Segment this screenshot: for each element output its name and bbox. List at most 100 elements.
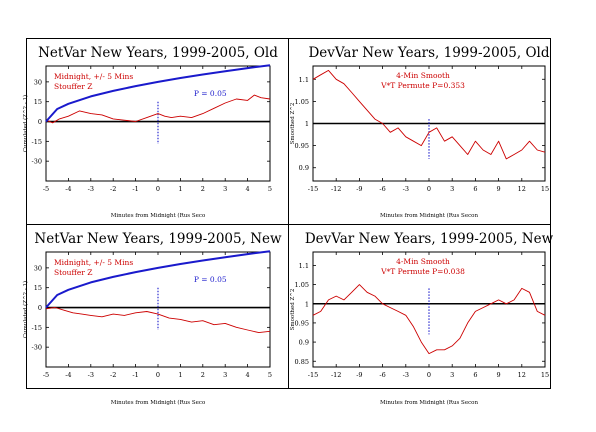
x-tick-label: -3 bbox=[88, 185, 94, 193]
x-tick-label: 2 bbox=[201, 371, 205, 379]
x-tick-label: -1 bbox=[132, 371, 138, 379]
x-tick-label: -4 bbox=[65, 371, 71, 379]
x-tick-label: 6 bbox=[473, 185, 477, 193]
x-tick-label: -3 bbox=[403, 185, 409, 193]
y-tick-label: 1 bbox=[305, 120, 309, 128]
y-tick-label: 30 bbox=[34, 264, 42, 272]
y-tick-label: 0.95 bbox=[295, 142, 309, 150]
x-axis-label: Minutes from Midnight (Rus Secon bbox=[380, 399, 478, 406]
annotation-label: 4-Min Smooth bbox=[396, 257, 450, 266]
y-tick-label: -15 bbox=[32, 324, 42, 332]
y-tick-label: 30 bbox=[34, 78, 42, 86]
y-axis-label: Smoothed Z^2 bbox=[289, 289, 296, 331]
annotation-label: Midnight, +/- 5 Mins bbox=[54, 72, 133, 81]
chart-panel-1: NetVar New Years, 1999-2005, Old -5 -4 -3 -2… bbox=[22, 45, 278, 219]
x-tick-label: -2 bbox=[110, 371, 116, 379]
y-tick-label: -15 bbox=[32, 138, 42, 146]
x-tick-label: 0 bbox=[427, 185, 431, 193]
significance-curve bbox=[45, 64, 271, 123]
data-series-line bbox=[312, 69, 546, 160]
x-tick-label: 4 bbox=[246, 185, 250, 193]
chart-title: NetVar New Years, 1999-2005, Old bbox=[38, 45, 278, 61]
x-tick-label: -12 bbox=[331, 371, 341, 379]
annotation-label: Stouffer Z bbox=[54, 82, 92, 91]
annotation-label: Midnight, +/- 5 Mins bbox=[54, 258, 133, 267]
x-tick-label: -6 bbox=[379, 371, 385, 379]
x-tick-label: 0 bbox=[427, 371, 431, 379]
x-tick-label: -15 bbox=[308, 185, 318, 193]
annotation-label: V*T Permute P=0.038 bbox=[380, 267, 465, 276]
y-tick-label: 15 bbox=[34, 98, 42, 106]
x-tick-label: 9 bbox=[497, 371, 501, 379]
x-tick-label: -3 bbox=[403, 371, 409, 379]
x-tick-label: 0 bbox=[156, 371, 160, 379]
x-tick-label: -9 bbox=[356, 185, 362, 193]
data-series-line bbox=[45, 94, 271, 124]
x-tick-label: 2 bbox=[201, 185, 205, 193]
p-value-label: P = 0.05 bbox=[194, 275, 227, 284]
x-axis-label: Minutes from Midnight (Rus Seco bbox=[111, 212, 206, 219]
x-tick-label: 3 bbox=[223, 371, 227, 379]
y-tick-label: 1.1 bbox=[299, 76, 309, 84]
y-tick-label: -30 bbox=[32, 158, 42, 166]
x-tick-label: 9 bbox=[497, 185, 501, 193]
y-tick-label: 0.85 bbox=[295, 358, 309, 366]
y-tick-label: 1.05 bbox=[295, 281, 309, 289]
chart-panel-4: DevVar New Years, 1999-2005, New -15 -12 -9… bbox=[289, 231, 554, 406]
chart-title: DevVar New Years, 1999-2005, New bbox=[305, 231, 554, 247]
x-tick-label: -5 bbox=[43, 371, 49, 379]
x-tick-label: 3 bbox=[223, 185, 227, 193]
x-tick-label: 12 bbox=[518, 371, 526, 379]
y-axis-label: Smoothed Z^2 bbox=[289, 103, 296, 145]
x-tick-label: -12 bbox=[331, 185, 341, 193]
x-tick-label: -9 bbox=[356, 371, 362, 379]
y-tick-label: 0 bbox=[38, 118, 42, 126]
chart-title: NetVar New Years, 1999-2005, New bbox=[34, 231, 282, 247]
x-tick-label: 5 bbox=[268, 371, 272, 379]
x-tick-label: 12 bbox=[518, 185, 526, 193]
x-tick-label: -1 bbox=[132, 185, 138, 193]
x-tick-label: -15 bbox=[308, 371, 318, 379]
x-tick-label: 6 bbox=[473, 371, 477, 379]
x-tick-label: -2 bbox=[110, 185, 116, 193]
y-tick-label: 0.9 bbox=[299, 339, 309, 347]
data-series-line bbox=[45, 307, 271, 334]
y-tick-label: 0.95 bbox=[295, 319, 309, 327]
y-axis-label: Cumulated (Z^2 - 1) bbox=[22, 95, 29, 152]
significance-curve bbox=[45, 250, 271, 309]
x-tick-label: 1 bbox=[178, 371, 182, 379]
x-tick-label: 3 bbox=[450, 371, 454, 379]
x-tick-label: 15 bbox=[541, 185, 549, 193]
y-axis-label: Cumulated (Z^2 - 1) bbox=[22, 281, 29, 338]
x-tick-label: -4 bbox=[65, 185, 71, 193]
y-tick-label: 1.05 bbox=[295, 98, 309, 106]
x-tick-label: 5 bbox=[268, 185, 272, 193]
x-tick-label: 1 bbox=[178, 185, 182, 193]
y-tick-label: 0 bbox=[38, 304, 42, 312]
x-tick-label: 15 bbox=[541, 371, 549, 379]
chart-panel-3: NetVar New Years, 1999-2005, New -5 -4 -3 -2… bbox=[22, 231, 282, 406]
y-tick-label: 0.9 bbox=[299, 164, 309, 172]
x-axis-label: Minutes from Midnight (Rus Secon bbox=[380, 212, 478, 219]
y-tick-label: 1.1 bbox=[299, 262, 309, 270]
x-tick-label: 0 bbox=[156, 185, 160, 193]
x-tick-label: 3 bbox=[450, 185, 454, 193]
data-series-line bbox=[312, 284, 546, 355]
p-value-label: P = 0.05 bbox=[194, 89, 227, 98]
y-tick-label: -30 bbox=[32, 344, 42, 352]
annotation-label: V*T Permute P=0.353 bbox=[380, 81, 465, 90]
annotation-label: 4-Min Smooth bbox=[396, 71, 450, 80]
annotation-label: Stouffer Z bbox=[54, 268, 92, 277]
chart-panel-2: DevVar New Years, 1999-2005, Old -15 -12 -9… bbox=[289, 45, 550, 219]
y-tick-label: 15 bbox=[34, 284, 42, 292]
x-axis-label: Minutes from Midnight (Rus Seco bbox=[111, 399, 206, 406]
x-tick-label: 4 bbox=[246, 371, 250, 379]
x-tick-label: -6 bbox=[379, 185, 385, 193]
chart-title: DevVar New Years, 1999-2005, Old bbox=[308, 45, 549, 61]
y-tick-label: 1 bbox=[305, 300, 309, 308]
x-tick-label: -5 bbox=[43, 185, 49, 193]
x-tick-label: -3 bbox=[88, 371, 94, 379]
